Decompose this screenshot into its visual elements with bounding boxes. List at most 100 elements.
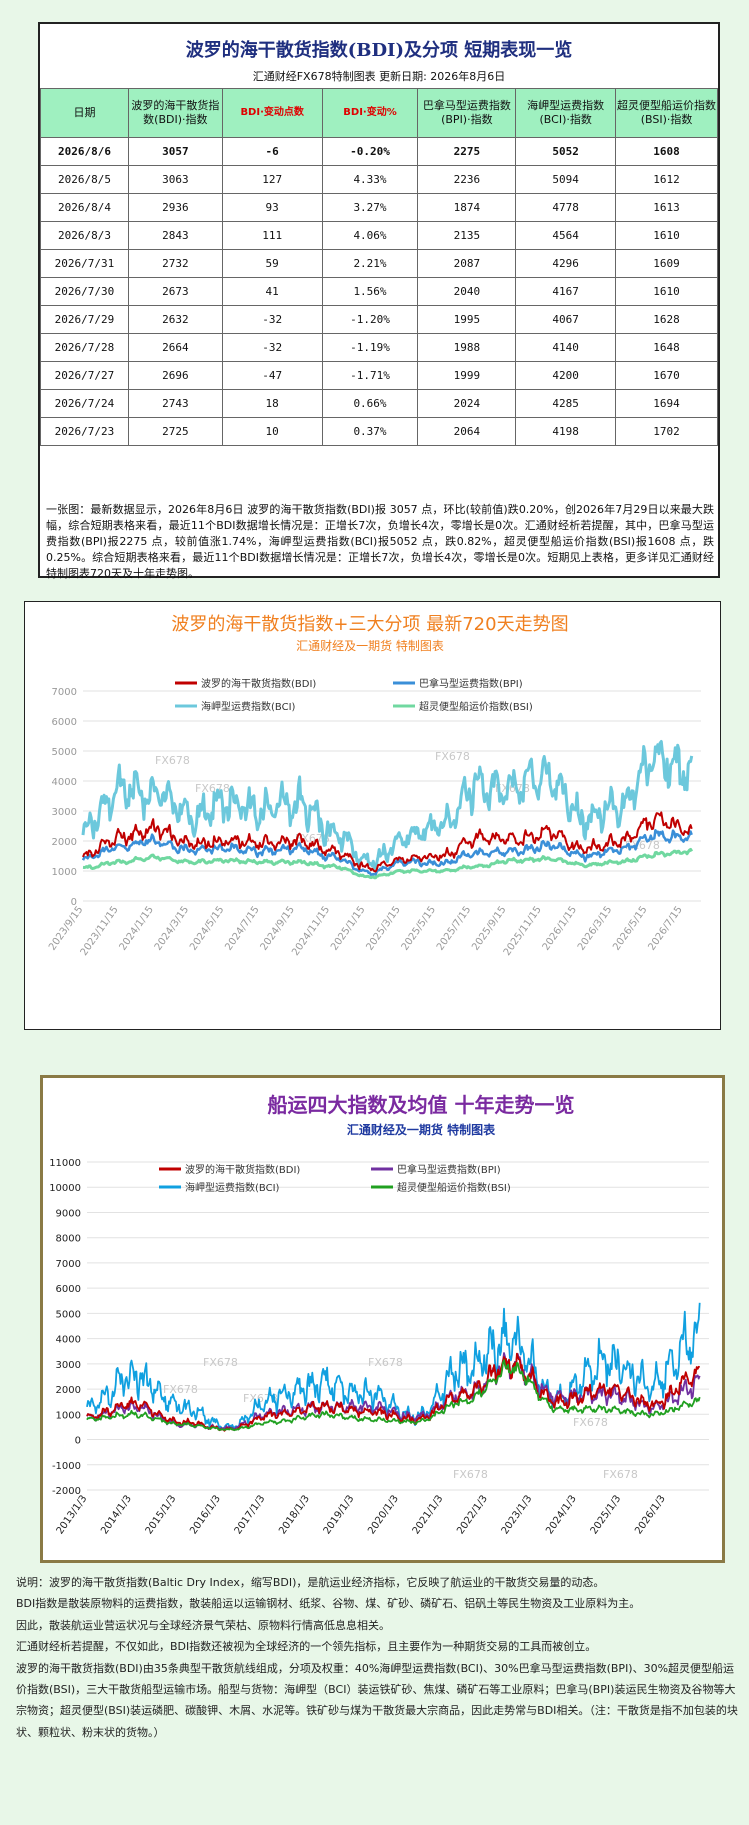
chart2-title: 船运四大指数及均值 十年走势一览	[268, 1093, 575, 1117]
table-cell: 4296	[515, 249, 617, 278]
table-cell: 2696	[127, 361, 223, 390]
chart2-subtitle: 汇通财经及一期货 特制图表	[347, 1122, 496, 1137]
y-tick-label: 1000	[56, 1410, 81, 1421]
table-cell: -6	[221, 137, 323, 166]
y-tick-label: 8000	[56, 1234, 81, 1245]
table-cell: 1610	[615, 277, 718, 306]
table-cell: 111	[221, 221, 323, 250]
y-tick-label: 4000	[52, 777, 77, 788]
table-cell: 2064	[417, 417, 517, 446]
table-cell: 2135	[417, 221, 517, 250]
table-cell: 4778	[515, 193, 617, 222]
y-tick-label: 4000	[56, 1335, 81, 1346]
table-cell: 2026/7/29	[40, 305, 129, 334]
x-tick-label: 2026/3/15	[576, 904, 614, 952]
table-cell: 2632	[127, 305, 223, 334]
x-tick-label: 2025/1/15	[329, 904, 367, 952]
table-row: 2026/7/27 2696 -47 -1.71% 1999 4200 1670	[40, 361, 718, 390]
y-tick-label: 5000	[52, 747, 77, 758]
explanation-line: BDI指数是散装原物料的运费指数，散装船运以运输钢材、纸浆、谷物、煤、矿砂、磷矿…	[16, 1597, 641, 1611]
table-cell: 4067	[515, 305, 617, 334]
table-cell: 41	[221, 277, 323, 306]
table-cell: 2026/7/24	[40, 389, 129, 418]
table-row: 2026/8/4 2936 93 3.27% 1874 4778 1613	[40, 193, 718, 222]
y-tick-label: 2000	[52, 837, 77, 848]
table-cell: 2.21%	[321, 249, 419, 278]
bdi-table: 日期 波罗的海干散货指数(BDI)·指数 BDI·变动点数 BDI·变动% 巴拿…	[40, 88, 718, 446]
chart1-series	[81, 740, 694, 880]
watermark: FX678	[195, 782, 230, 795]
table-cell: 1999	[417, 361, 517, 390]
table-cell: 2026/8/4	[40, 193, 129, 222]
series-line	[86, 1302, 701, 1431]
table-row: 2026/7/23 2725 10 0.37% 2064 4198 1702	[40, 417, 718, 446]
x-tick-label: 2020/1/3	[366, 1493, 401, 1536]
x-tick-label: 2025/5/15	[400, 904, 438, 952]
table-cell: 1988	[417, 333, 517, 362]
y-tick-label: 10000	[49, 1183, 81, 1194]
table-cell: 10	[221, 417, 323, 446]
table-cell: 2026/7/28	[40, 333, 129, 362]
x-tick-label: 2024/5/15	[188, 904, 226, 952]
table-cell: 0.66%	[321, 389, 419, 418]
y-tick-label: 3000	[52, 807, 77, 818]
watermark: FX678	[573, 1416, 608, 1429]
table-cell: 2026/7/30	[40, 277, 129, 306]
table-cell: 2732	[127, 249, 223, 278]
table-cell: 59	[221, 249, 323, 278]
watermark: FX678	[368, 1356, 403, 1369]
explanation-line: 因此，散装航运业营运状况与全球经济景气荣枯、原物料行情高低息息相关。	[16, 1618, 390, 1632]
table-cell: 2275	[417, 137, 517, 166]
table-cell: 1670	[615, 361, 718, 390]
watermark: FX678	[625, 839, 660, 852]
table-cell: 2673	[127, 277, 223, 306]
y-tick-label: 0	[71, 897, 77, 908]
watermark: FX678	[603, 1468, 638, 1481]
legend-label: 海岬型运费指数(BCI)	[185, 1181, 280, 1194]
table-cell: 4198	[515, 417, 617, 446]
x-tick-label: 2026/1/3	[633, 1493, 668, 1536]
y-tick-label: 2000	[56, 1385, 81, 1396]
table-cell: 2743	[127, 389, 223, 418]
x-tick-label: 2026/7/15	[646, 904, 684, 952]
x-tick-label: 2014/1/3	[99, 1493, 134, 1536]
table-cell: 4285	[515, 389, 617, 418]
table-row: 2026/8/5 3063 127 4.33% 2236 5094 1612	[40, 165, 718, 194]
table-cell: 3063	[127, 165, 223, 194]
table-cell: 1628	[615, 305, 718, 334]
x-tick-label: 2023/9/15	[47, 904, 85, 952]
x-tick-label: 2024/7/15	[223, 904, 261, 952]
table-cell: 1.56%	[321, 277, 419, 306]
legend-label: 巴拿马型运费指数(BPI)	[397, 1163, 501, 1176]
table-row: 2026/8/3 2843 111 4.06% 2135 4564 1610	[40, 221, 718, 250]
header-bci: 海岬型运费指数(BCI)·指数	[515, 88, 617, 138]
series-line	[81, 829, 693, 876]
x-tick-label: 2026/1/15	[541, 904, 579, 952]
table-cell: 4200	[515, 361, 617, 390]
y-tick-label: 11000	[49, 1158, 81, 1169]
header-bpi: 巴拿马型运费指数(BPI)·指数	[417, 88, 517, 138]
chart-ten-year: 船运四大指数及均值 十年走势一览 汇通财经及一期货 特制图表 FX678 FX67…	[40, 1075, 725, 1563]
x-tick-label: 2024/3/15	[153, 904, 191, 952]
legend-label: 超灵便型船运价指数(BSI)	[397, 1181, 511, 1194]
table-cell: -47	[221, 361, 323, 390]
table-cell: -1.71%	[321, 361, 419, 390]
y-tick-label: 7000	[52, 687, 77, 698]
table-cell: 2026/8/6	[40, 137, 129, 166]
table-title: 波罗的海干散货指数(BDI)及分项 短期表现一览	[185, 40, 573, 61]
chart2-ticks: -2000 -1000 0 1000 2000 3000 4000 5000 6000 7000 8…	[49, 1158, 668, 1537]
x-tick-label: 2019/1/3	[322, 1493, 357, 1536]
watermark: FX678	[163, 1383, 198, 1396]
y-tick-label: 3000	[56, 1360, 81, 1371]
table-cell: 1608	[615, 137, 718, 166]
table-cell: 1702	[615, 417, 718, 446]
y-tick-label: 5000	[56, 1309, 81, 1320]
x-tick-label: 2025/9/15	[470, 904, 508, 952]
series-line	[86, 1352, 700, 1432]
x-tick-label: 2023/11/15	[79, 904, 121, 958]
header-bsi: 超灵便型船运价指数(BSI)·指数	[615, 88, 718, 138]
table-cell: 1648	[615, 333, 718, 362]
watermark: FX678	[453, 1468, 488, 1481]
table-cell: 2843	[127, 221, 223, 250]
table-cell: 3057	[127, 137, 223, 166]
